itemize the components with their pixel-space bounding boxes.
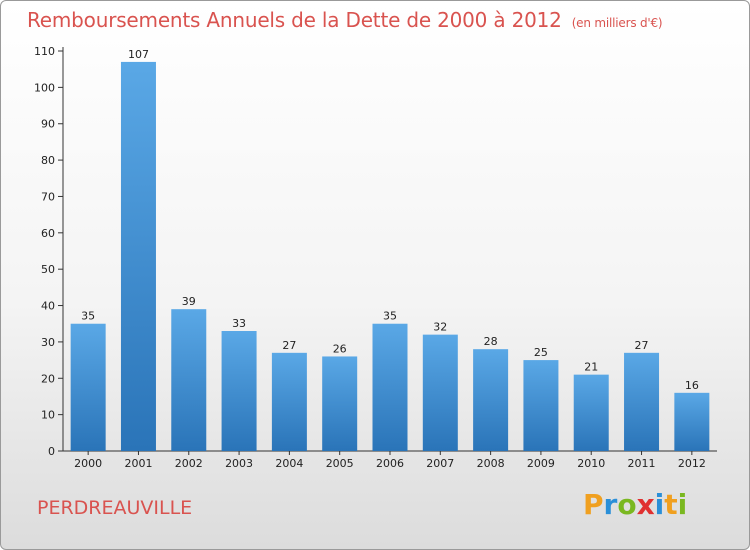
bar [523, 360, 559, 451]
logo-letter: r [603, 488, 618, 521]
bar [624, 352, 660, 451]
y-tick-label: 10 [41, 409, 55, 422]
bar [70, 323, 106, 451]
x-tick-label: 2004 [275, 457, 303, 470]
bar-value-label: 25 [534, 346, 548, 359]
bar-value-label: 32 [433, 321, 447, 334]
chart-title-text: Remboursements Annuels de la Dette de 20… [27, 8, 562, 32]
x-tick-label: 2002 [175, 457, 203, 470]
bar [422, 334, 458, 451]
bar-value-label: 39 [182, 295, 196, 308]
x-tick-label: 2006 [376, 457, 404, 470]
x-tick-label: 2012 [678, 457, 706, 470]
logo-letter: o [617, 488, 637, 521]
bar [674, 392, 710, 451]
x-tick-label: 2008 [477, 457, 505, 470]
y-tick-label: 20 [41, 372, 55, 385]
y-tick-label: 0 [48, 445, 55, 458]
x-tick-label: 2010 [577, 457, 605, 470]
bar-value-label: 33 [232, 317, 246, 330]
bar [221, 331, 257, 451]
y-tick-label: 110 [34, 45, 55, 58]
y-tick-label: 50 [41, 263, 55, 276]
bar-value-label: 16 [685, 379, 699, 392]
commune-name: PERDREAUVILLE [37, 497, 193, 519]
bar-value-label: 26 [333, 342, 347, 355]
logo-letter: i [677, 488, 688, 521]
y-tick-label: 30 [41, 336, 55, 349]
x-tick-label: 2007 [426, 457, 454, 470]
chart-title: Remboursements Annuels de la Dette de 20… [27, 8, 663, 32]
logo-letter: i [654, 488, 665, 521]
bar [322, 356, 358, 451]
bar [271, 352, 307, 451]
bar-value-label: 35 [383, 310, 397, 323]
y-tick-label: 40 [41, 300, 55, 313]
bar [372, 323, 408, 451]
y-tick-label: 60 [41, 227, 55, 240]
bar [171, 309, 207, 451]
y-tick-label: 70 [41, 190, 55, 203]
proxiti-logo: Proxiti [583, 488, 687, 521]
x-tick-label: 2011 [628, 457, 656, 470]
bar-value-label: 28 [484, 335, 498, 348]
x-tick-label: 2009 [527, 457, 555, 470]
y-tick-label: 100 [34, 81, 55, 94]
bar [120, 61, 156, 452]
bar-value-label: 27 [282, 339, 296, 352]
x-tick-label: 2005 [326, 457, 354, 470]
bar [573, 374, 609, 451]
y-tick-label: 80 [41, 154, 55, 167]
bar-value-label: 21 [584, 361, 598, 374]
bar-value-label: 107 [128, 48, 149, 61]
bar-value-label: 27 [635, 339, 649, 352]
x-tick-label: 2003 [225, 457, 253, 470]
logo-letter: x [636, 488, 655, 521]
bar [473, 349, 509, 451]
x-tick-label: 2001 [124, 457, 152, 470]
logo-letter: t [664, 488, 678, 521]
bar-value-label: 35 [81, 310, 95, 323]
x-tick-label: 2000 [74, 457, 102, 470]
logo-letter: P [583, 488, 604, 521]
y-tick-label: 90 [41, 118, 55, 131]
chart-subtitle: (en milliers d'€) [571, 16, 663, 30]
